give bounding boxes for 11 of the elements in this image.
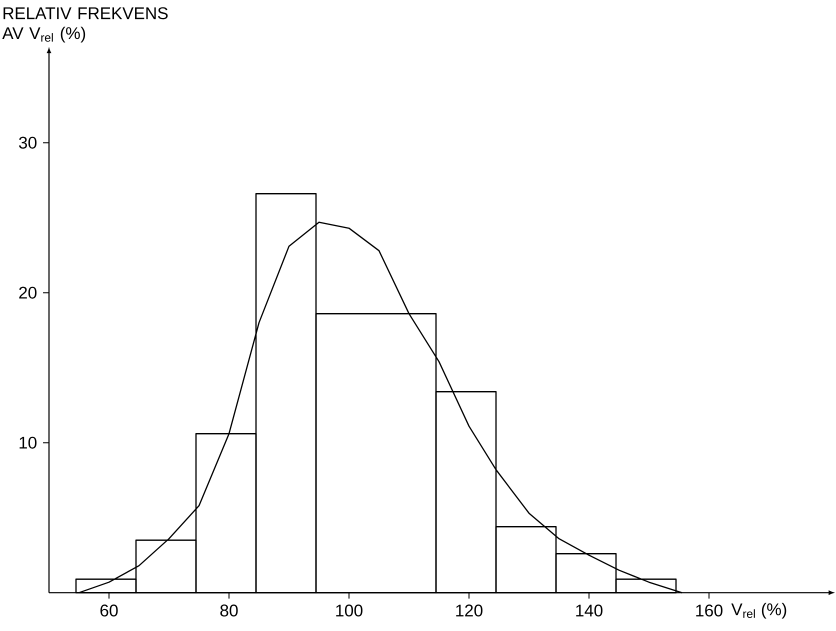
y-tick-label: 20 — [19, 286, 37, 299]
y-tick-label: 10 — [20, 436, 37, 449]
x-tick-label: 140 — [576, 604, 602, 617]
y-axis-title: RELATIV FREKVENS AV V$_{rel}$ (%) — [2, 7, 168, 42]
x-tick-label: 100 — [336, 604, 362, 617]
x-tick-label: 60 — [100, 604, 118, 617]
x-tick-label: 160 — [696, 604, 722, 617]
x-tick-label: 80 — [220, 604, 238, 617]
x-tick-label: 120 — [456, 604, 482, 617]
y-tick-label: 30 — [18, 136, 37, 149]
x-axis-title: V$_{rel}$ (%) — [731, 602, 786, 619]
